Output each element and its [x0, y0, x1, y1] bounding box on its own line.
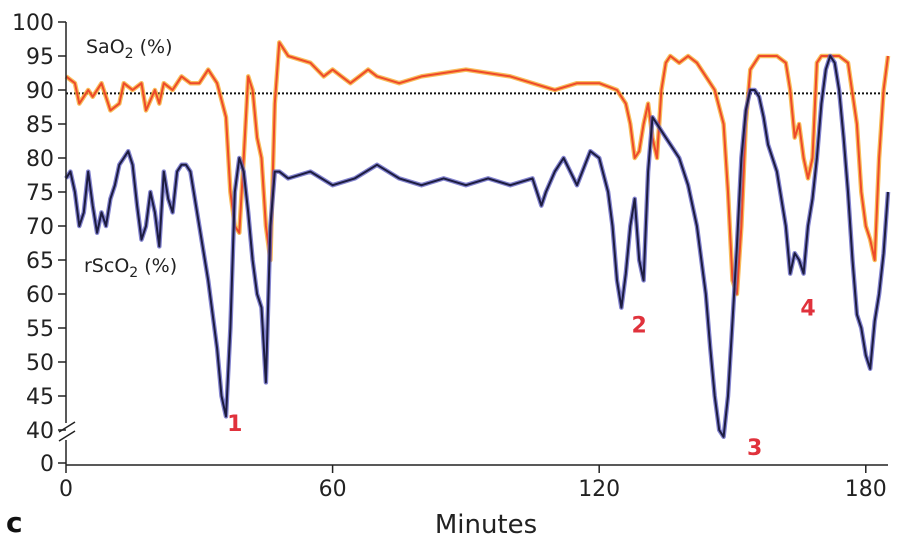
event-markers: 1 2 3 4 [227, 297, 815, 461]
event-label: 3 [747, 436, 762, 461]
x-tick-label: 120 [578, 477, 620, 502]
event-label: 1 [227, 412, 242, 437]
y-tick-label: 70 [26, 215, 54, 240]
axes [58, 21, 888, 473]
y-tick-label: 75 [26, 181, 54, 206]
y-tick-label: 80 [26, 147, 54, 172]
series-label: rScO2 (%) [84, 255, 177, 281]
y-tick-label: 100 [12, 11, 54, 36]
y-tick-label: 50 [26, 351, 54, 376]
series-group [64, 40, 891, 440]
rsco2-line-glow [64, 53, 891, 440]
y-tick-label: 65 [26, 249, 54, 274]
y-tick-label: 45 [26, 385, 54, 410]
y-tick-label: 40 [26, 419, 54, 444]
series-labels: SaO2 (%) rScO2 (%) [84, 36, 177, 281]
x-tick-label: 60 [319, 477, 347, 502]
rsco2-line [65, 55, 889, 438]
axis-break-mark [58, 430, 76, 442]
y-tick-label: 95 [26, 45, 54, 70]
y-tick-label: 55 [26, 317, 54, 342]
sao2-line [65, 41, 889, 295]
event-label: 2 [632, 314, 647, 339]
series-label: SaO2 (%) [86, 36, 173, 62]
event-label: 4 [800, 297, 815, 322]
x-axis-title: Minutes [435, 510, 537, 540]
y-tick-label: 0 [40, 452, 54, 477]
x-tick-label: 0 [59, 477, 73, 502]
x-tick-labels: 0 60 120 180 [59, 477, 887, 502]
y-tick-label: 60 [26, 283, 54, 308]
y-tick-label: 90 [26, 79, 54, 104]
x-tick-label: 180 [845, 477, 887, 502]
panel-label: c [6, 506, 23, 539]
y-tick-labels: 0 40 45 50 55 60 65 70 75 80 85 90 95 100 [12, 11, 54, 477]
y-tick-label: 85 [26, 113, 54, 138]
